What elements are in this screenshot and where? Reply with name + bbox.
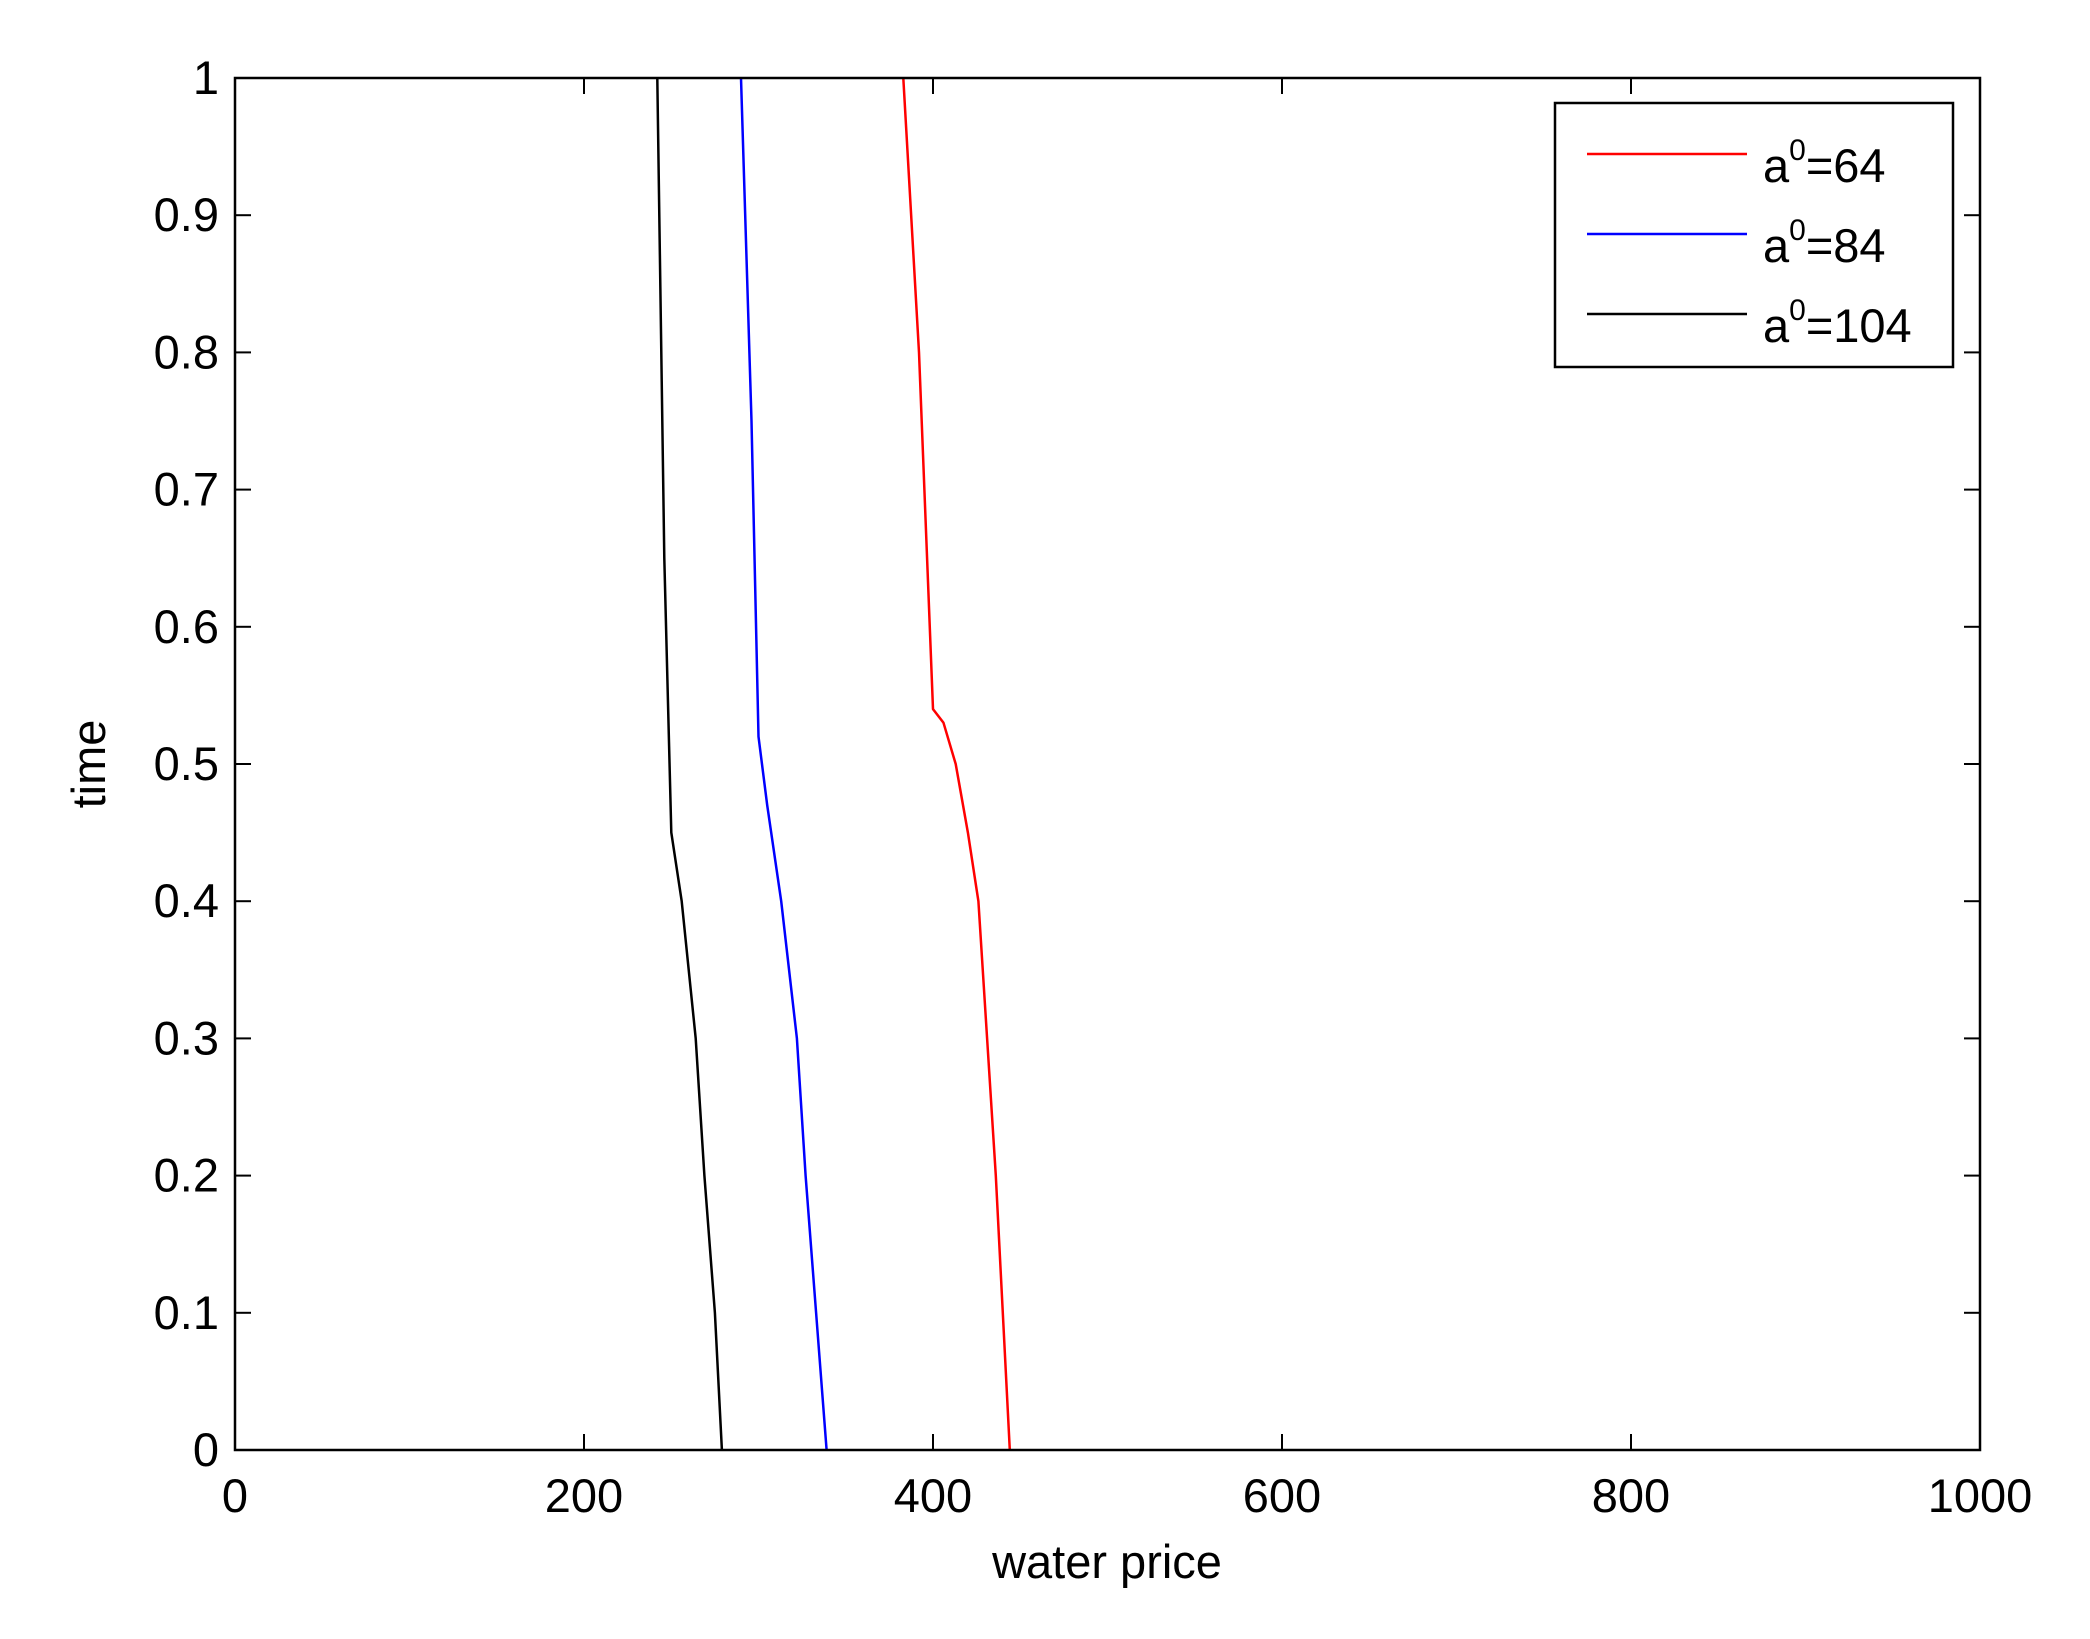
- x-tick-label: 200: [545, 1469, 623, 1522]
- y-tick-label: 0.3: [154, 1011, 219, 1064]
- x-tick-label: 400: [894, 1469, 972, 1522]
- series-line: [656, 77, 724, 1451]
- y-tick-label: 0.6: [154, 600, 219, 653]
- series-line: [902, 77, 1012, 1451]
- y-tick-label: 0.4: [154, 874, 219, 927]
- x-tick-label: 600: [1243, 1469, 1321, 1522]
- y-axis-label: time: [62, 720, 115, 809]
- x-tick-label: 800: [1592, 1469, 1670, 1522]
- legend-entry: a0=84: [1763, 214, 1886, 272]
- x-axis-label: water price: [991, 1535, 1222, 1588]
- x-tick-label: 1000: [1928, 1469, 2033, 1522]
- legend: a0=64 a0=84 a0=104: [1553, 101, 1955, 369]
- y-tick-label: 0.8: [154, 325, 219, 378]
- y-tick-label: 0.5: [154, 737, 219, 790]
- legend-entry: a0=64: [1763, 134, 1886, 192]
- y-tick-label: 0: [193, 1423, 219, 1476]
- series-line: [739, 77, 828, 1451]
- plot-frame: [233, 76, 1982, 1452]
- series-lines: [656, 77, 1012, 1451]
- x-tick-label: 0: [222, 1469, 248, 1522]
- y-tick-label: 0.7: [154, 463, 219, 516]
- legend-entry: a0=104: [1763, 294, 1912, 352]
- y-tick-label: 0.2: [154, 1149, 219, 1202]
- y-tick-label: 0.9: [154, 188, 219, 241]
- y-tick-label: 1: [193, 51, 219, 104]
- y-tick-label: 0.1: [154, 1286, 219, 1339]
- x-tick-labels: 0 200 400 600 800 1000: [222, 1469, 2032, 1522]
- y-tick-labels: 0 0.1 0.2 0.3 0.4 0.5 0.6 0.7 0.8 0.9 1: [154, 51, 219, 1476]
